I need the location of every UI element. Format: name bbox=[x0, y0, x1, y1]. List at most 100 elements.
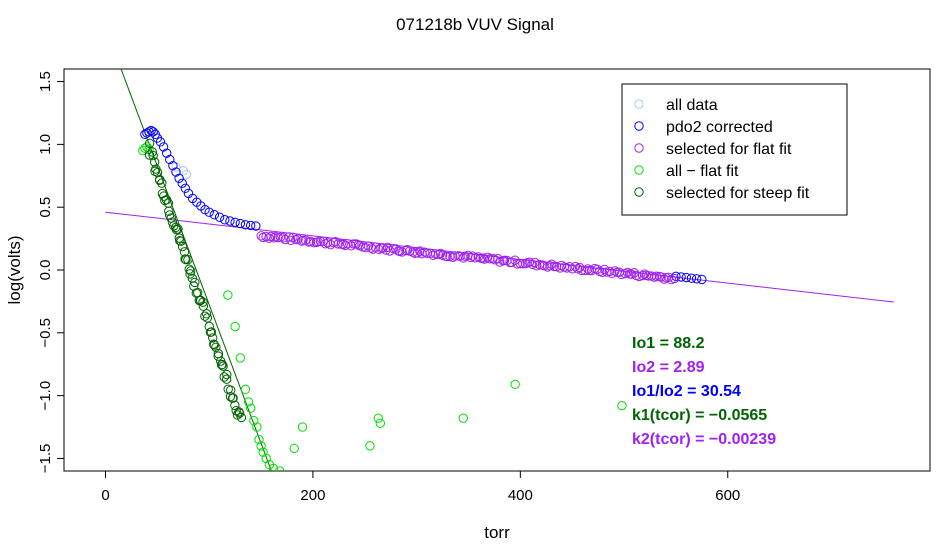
selected-for-flat-fit-point bbox=[298, 235, 308, 246]
pdo2-corrected-point bbox=[209, 210, 220, 220]
selected-for-flat-fit-point bbox=[524, 257, 535, 267]
selected-for-steep-fit-point bbox=[144, 138, 155, 149]
selected-for-flat-fit-point bbox=[412, 248, 423, 258]
all-flat-fit-point bbox=[223, 290, 233, 300]
selected-for-flat-fit-point bbox=[649, 272, 660, 282]
selected-for-flat-fit-point bbox=[428, 250, 438, 261]
selected-for-flat-fit-point bbox=[656, 272, 666, 282]
all-flat-fit-point bbox=[243, 397, 254, 407]
selected-for-steep-fit-point bbox=[211, 342, 221, 352]
selected-for-flat-fit-point bbox=[604, 266, 615, 277]
y-tick-label: 1.5 bbox=[37, 71, 54, 92]
fit-annotation: k2(tcor) = −0.00239 bbox=[632, 431, 776, 448]
selected-for-flat-fit-point bbox=[576, 265, 587, 276]
selected-for-flat-fit-point bbox=[637, 270, 648, 281]
x-tick-label: 0 bbox=[101, 487, 109, 504]
selected-for-steep-fit-point bbox=[206, 327, 217, 337]
selected-for-flat-fit-point bbox=[515, 258, 525, 269]
fit-annotation: Io1 = 88.2 bbox=[632, 335, 705, 352]
legend-marker bbox=[634, 99, 644, 109]
legend-marker bbox=[634, 187, 644, 197]
selected-for-flat-fit-point bbox=[663, 272, 674, 283]
selected-for-flat-fit-point bbox=[499, 255, 510, 265]
selected-for-steep-fit-point bbox=[234, 407, 244, 417]
selected-for-flat-fit-point bbox=[592, 264, 603, 274]
selected-for-flat-fit-point bbox=[401, 245, 411, 256]
selected-for-flat-fit-point bbox=[545, 260, 555, 271]
selected-for-flat-fit-point bbox=[366, 243, 376, 253]
all-flat-fit-point bbox=[140, 143, 150, 153]
legend-marker bbox=[634, 121, 644, 131]
selected-for-flat-fit-point bbox=[527, 259, 537, 269]
all-flat-fit-point bbox=[297, 422, 308, 432]
selected-for-flat-fit-point bbox=[313, 237, 323, 247]
all-flat-fit-point bbox=[375, 418, 386, 428]
x-tick-label: 200 bbox=[300, 487, 325, 504]
selected-for-steep-fit-point bbox=[218, 361, 228, 371]
selected-for-flat-fit-point bbox=[381, 245, 391, 255]
all-data-point bbox=[181, 169, 192, 180]
selected-for-steep-fit-point bbox=[204, 321, 214, 332]
all-flat-fit-point bbox=[252, 422, 262, 432]
y-tick-label: 0.0 bbox=[37, 260, 54, 281]
selected-for-steep-fit-point bbox=[236, 412, 247, 423]
steep-fit-line bbox=[120, 69, 272, 471]
legend-label: all − flat fit bbox=[666, 163, 739, 180]
pdo2-corrected-point bbox=[158, 142, 169, 152]
pdo2-corrected-point bbox=[676, 272, 686, 282]
all-flat-fit-point bbox=[261, 453, 271, 464]
y-tick-label: −1.5 bbox=[37, 444, 54, 474]
legend-label: selected for flat fit bbox=[666, 141, 792, 158]
pdo2-corrected-point bbox=[161, 148, 172, 158]
all-flat-fit-point bbox=[258, 447, 268, 457]
y-tick-label: 1.0 bbox=[37, 134, 54, 155]
selected-for-flat-fit-point bbox=[520, 258, 531, 269]
selected-for-steep-fit-point bbox=[234, 408, 245, 418]
selected-for-flat-fit-point bbox=[288, 232, 298, 243]
all-flat-fit-point bbox=[254, 434, 264, 445]
all-flat-fit-point bbox=[230, 321, 240, 332]
all-flat-fit-point bbox=[240, 384, 251, 395]
selected-for-flat-fit-point bbox=[478, 253, 488, 263]
selected-for-steep-fit-point bbox=[200, 311, 210, 321]
pdo2-corrected-point bbox=[144, 127, 154, 137]
pdo2-corrected-point bbox=[220, 215, 230, 225]
all-flat-fit-point bbox=[289, 443, 299, 454]
selected-for-steep-fit-point bbox=[147, 147, 158, 157]
pdo2-corrected-point bbox=[235, 218, 246, 229]
all-flat-fit-point bbox=[365, 441, 375, 451]
selected-for-flat-fit-point bbox=[296, 236, 307, 246]
selected-for-steep-fit-point bbox=[185, 266, 196, 276]
selected-for-steep-fit-point bbox=[228, 393, 238, 403]
selected-for-flat-fit-point bbox=[466, 252, 476, 263]
selected-for-steep-fit-point bbox=[209, 340, 220, 350]
selected-for-flat-fit-point bbox=[433, 249, 444, 260]
selected-for-steep-fit-point bbox=[208, 333, 218, 343]
selected-for-flat-fit-point bbox=[315, 236, 326, 247]
fit-annotation: Io1/Io2 = 30.54 bbox=[632, 383, 741, 400]
all-flat-fit-point bbox=[458, 413, 468, 423]
selected-for-flat-fit-point bbox=[644, 271, 654, 281]
pdo2-corrected-point bbox=[240, 220, 251, 230]
selected-for-steep-fit-point bbox=[176, 236, 186, 246]
selected-for-steep-fit-point bbox=[219, 372, 229, 382]
selected-for-steep-fit-point bbox=[225, 391, 236, 402]
selected-for-steep-fit-point bbox=[148, 150, 158, 161]
selected-for-steep-fit-point bbox=[217, 359, 228, 370]
selected-for-flat-fit-point bbox=[567, 264, 578, 274]
all-flat-fit-point bbox=[256, 441, 266, 451]
y-axis-label: log(volts) bbox=[5, 236, 24, 305]
selected-for-steep-fit-point bbox=[195, 295, 206, 306]
selected-for-flat-fit-point bbox=[555, 263, 565, 273]
selected-for-flat-fit-point bbox=[448, 252, 458, 262]
fit-annotation: k1(tcor) = −0.0565 bbox=[632, 407, 767, 424]
selected-for-steep-fit-point bbox=[222, 369, 232, 380]
chart-title: 071218b VUV Signal bbox=[396, 15, 554, 34]
pdo2-corrected-point bbox=[214, 212, 225, 222]
selected-for-steep-fit-point bbox=[221, 374, 232, 384]
selected-for-flat-fit-point bbox=[408, 247, 418, 257]
all-flat-fit-point bbox=[510, 379, 520, 390]
selected-for-steep-fit-point bbox=[157, 178, 167, 188]
legend-label: pdo2 corrected bbox=[666, 119, 773, 136]
